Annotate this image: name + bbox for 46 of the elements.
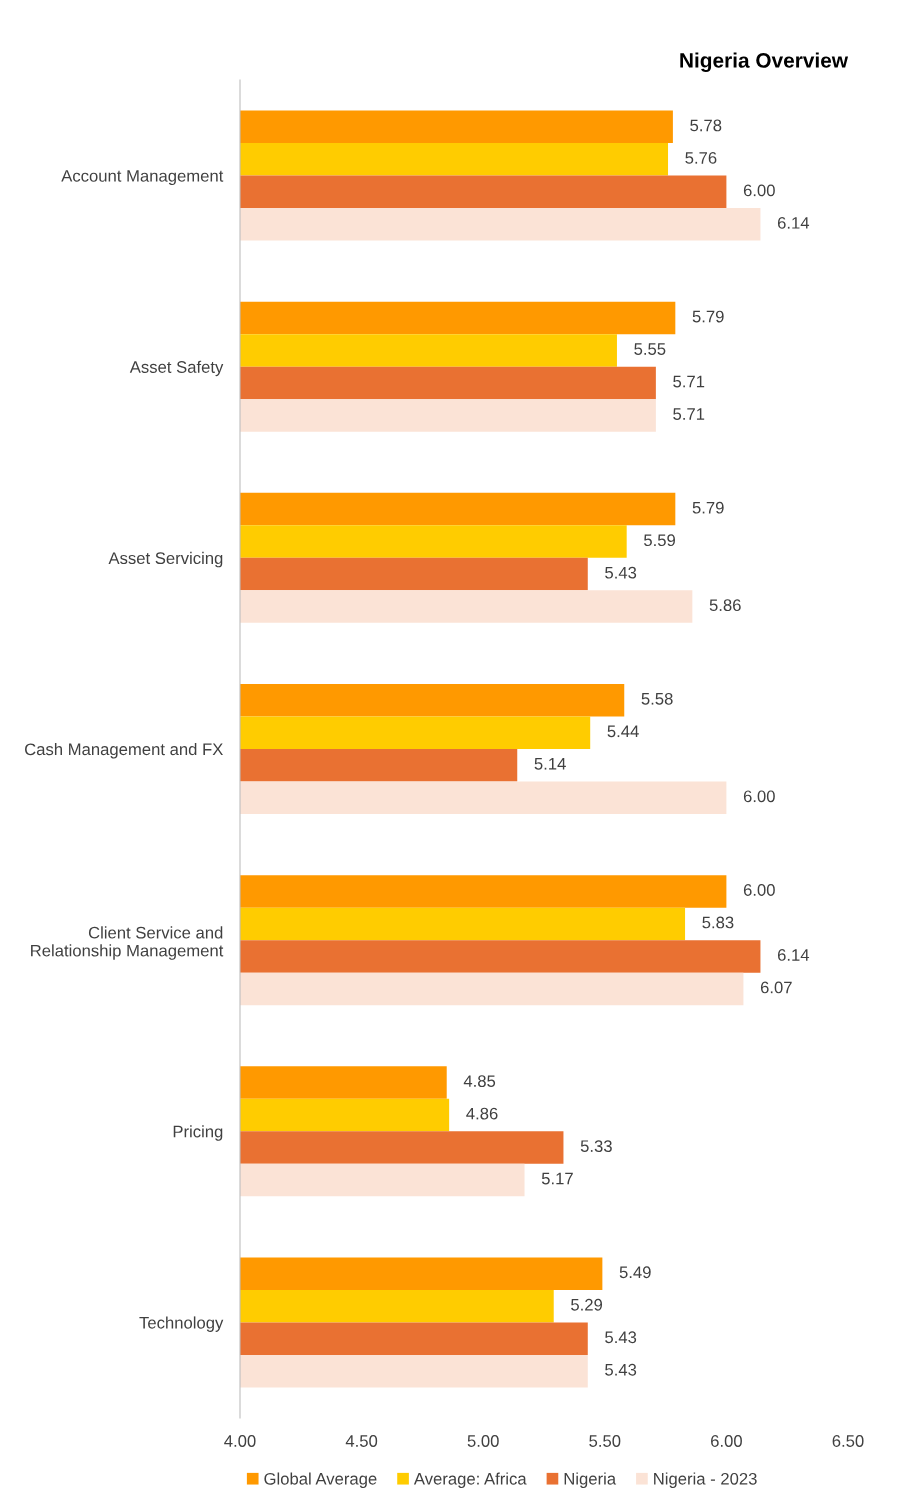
data-label: 5.76	[685, 152, 717, 164]
data-label: 5.43	[605, 566, 637, 579]
data-label: 5.43	[605, 1331, 637, 1344]
data-label: 5.43	[605, 1363, 637, 1376]
data-label: 5.79	[692, 310, 724, 323]
data-label: 4.86	[466, 1107, 498, 1120]
data-label: 5.71	[673, 375, 705, 388]
data-label: 5.83	[702, 916, 734, 929]
data-label: 6.07	[760, 981, 792, 994]
data-label: 6.00	[743, 790, 775, 803]
data-label: 6.14	[777, 949, 810, 961]
x-tick-label: 5.50	[589, 1435, 621, 1447]
y-tick-label: Technology	[139, 1316, 224, 1332]
legend-label: Nigeria	[564, 1472, 617, 1488]
y-tick-label: Cash Management and FX	[25, 742, 223, 759]
y-tick-label: Asset Servicing	[108, 551, 223, 568]
data-label: 5.14	[534, 758, 566, 770]
x-tick-label: 6.00	[711, 1435, 742, 1447]
data-label: 5.17	[541, 1172, 573, 1185]
y-tick-label: Asset Safety	[129, 360, 224, 377]
x-tick-label: 6.50	[832, 1435, 864, 1447]
legend-label: Average: Africa	[413, 1472, 527, 1488]
legend-label: Global Average	[264, 1472, 377, 1488]
data-label: 5.44	[607, 725, 639, 738]
x-tick-label: 5.00	[467, 1435, 499, 1447]
data-label: 5.86	[709, 599, 741, 612]
data-label: 5.33	[580, 1140, 612, 1153]
y-tick-label: Pricing	[173, 1125, 223, 1141]
data-label: 5.71	[673, 408, 705, 420]
data-label: 5.78	[690, 119, 722, 132]
data-label: 4.85	[463, 1075, 496, 1088]
x-tick-label: 4.00	[224, 1435, 256, 1447]
chart-title: Nigeria Overview	[680, 52, 849, 72]
data-label: 5.49	[619, 1266, 651, 1279]
data-label: 5.29	[571, 1298, 603, 1311]
y-tick-label: Client Service and Relationship Management	[31, 926, 224, 960]
data-label: 5.59	[644, 534, 675, 547]
data-label: 6.00	[743, 184, 775, 197]
data-label: 5.58	[641, 692, 673, 705]
data-label: 5.55	[634, 343, 666, 355]
data-label: 5.79	[692, 501, 724, 514]
data-label: 6.00	[743, 884, 775, 896]
x-tick-label: 4.50	[345, 1435, 378, 1447]
data-label: 6.14	[777, 216, 810, 229]
legend-label: Nigeria - 2023	[654, 1472, 757, 1488]
y-tick-label: Account Management	[61, 170, 224, 186]
